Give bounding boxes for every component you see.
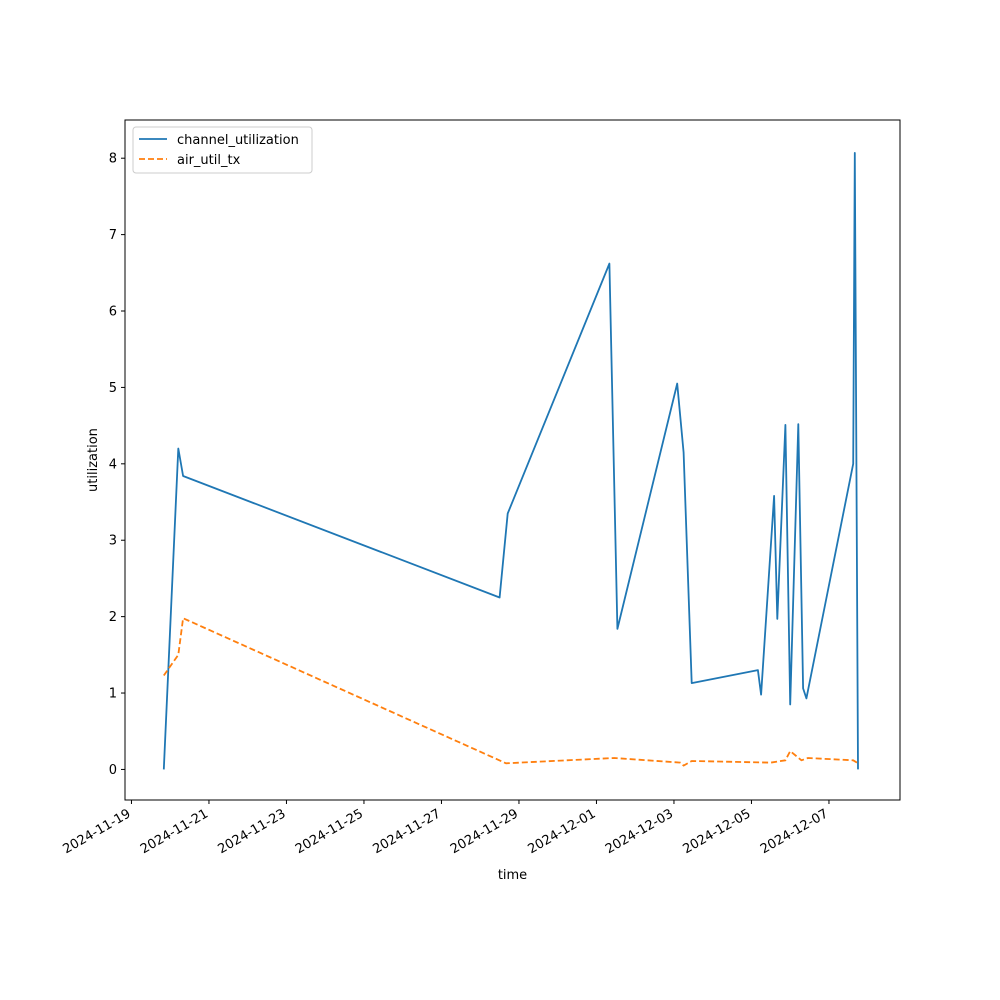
legend-box bbox=[132, 126, 313, 174]
series-line-air-util-tx bbox=[163, 617, 859, 767]
y-tick-label: 7 bbox=[109, 228, 117, 243]
x-tick-label: 2024-12-01 bbox=[526, 806, 599, 857]
y-axis-ticks: 0 1 2 3 4 5 6 7 8 bbox=[109, 152, 125, 778]
legend: channel_utilization air_util_tx bbox=[132, 126, 313, 174]
legend-label: air_util_tx bbox=[177, 153, 241, 168]
y-tick-label: 0 bbox=[109, 763, 117, 778]
y-tick-label: 4 bbox=[109, 457, 117, 472]
x-tick-label: 2024-11-21 bbox=[138, 806, 211, 857]
x-tick-label: 2024-11-19 bbox=[61, 806, 134, 857]
x-tick-label: 2024-11-29 bbox=[448, 806, 521, 857]
legend-label: channel_utilization bbox=[177, 133, 299, 148]
x-tick-label: 2024-11-23 bbox=[216, 806, 289, 857]
y-tick-label: 8 bbox=[109, 152, 117, 167]
x-axis-label: time bbox=[498, 868, 527, 883]
plot-frame bbox=[124, 119, 901, 801]
x-tick-label: 2024-11-27 bbox=[371, 806, 444, 857]
y-tick-label: 1 bbox=[109, 687, 117, 702]
x-tick-label: 2024-11-25 bbox=[293, 806, 366, 857]
series-line-channel-utilization bbox=[162, 152, 859, 770]
y-tick-label: 6 bbox=[109, 305, 117, 320]
x-axis-ticks: 2024-11-19 2024-11-21 2024-11-23 2024-11-25… bbox=[61, 800, 831, 857]
x-tick-label: 2024-12-03 bbox=[603, 806, 676, 857]
y-tick-label: 3 bbox=[109, 534, 117, 549]
plot-lines bbox=[162, 152, 859, 770]
y-tick-label: 5 bbox=[109, 381, 117, 396]
y-axis-label: utilization bbox=[86, 428, 101, 492]
x-tick-label: 2024-12-05 bbox=[681, 806, 754, 857]
y-tick-label: 2 bbox=[109, 610, 117, 625]
x-tick-label: 2024-12-07 bbox=[758, 806, 831, 857]
